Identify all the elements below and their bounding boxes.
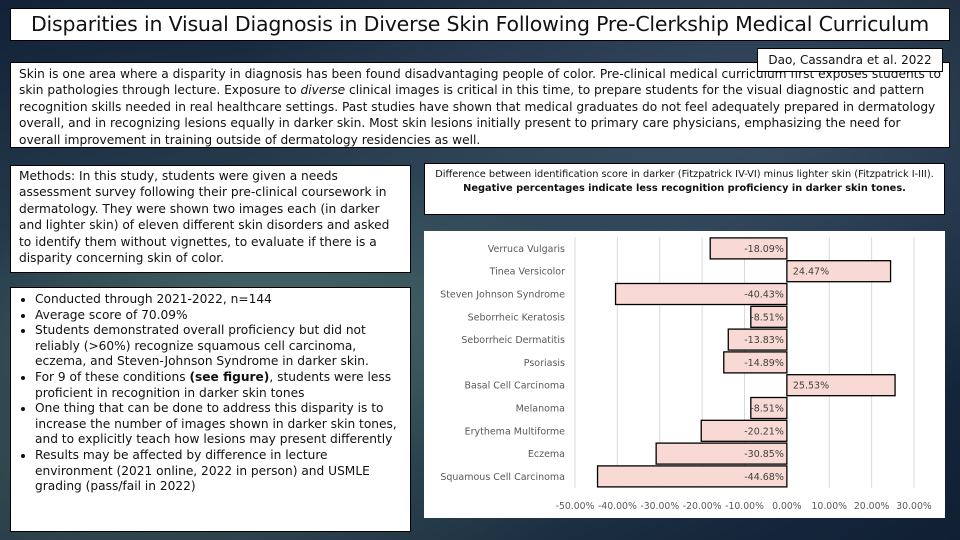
x-tick-label: 30.00% — [896, 501, 932, 512]
data-label: -8.51% — [750, 312, 784, 323]
category-label: Erythema Multiforme — [465, 426, 566, 437]
chart-svg: -50.00% -40.00% -30.00% -20.00% -10.00% 0.00%… — [440, 237, 932, 512]
bar — [786, 374, 896, 397]
data-label: -30.85% — [744, 449, 784, 460]
bar-chart: -50.00% -40.00% -30.00% -20.00% -10.00% 0.00%… — [424, 231, 945, 518]
x-tick-label: 10.00% — [812, 501, 848, 512]
methods-text: Methods: In this study, students were gi… — [10, 165, 411, 273]
data-label: -14.89% — [744, 358, 784, 369]
bar — [727, 328, 788, 351]
data-label: -44.68% — [744, 472, 784, 483]
data-label: 25.53% — [793, 381, 829, 392]
data-label: -40.43% — [744, 290, 784, 301]
category-label: Melanoma — [516, 404, 565, 415]
x-tick-label: -20.00% — [683, 501, 722, 512]
data-label: -13.83% — [744, 335, 784, 346]
data-label: -18.09% — [744, 244, 784, 255]
category-label: Squamous Cell Carcinoma — [440, 472, 565, 483]
bar — [596, 465, 788, 488]
bar — [750, 396, 788, 420]
category-label: Psoriasis — [524, 358, 565, 369]
bullet-part: , students were less proficient in recog… — [35, 369, 392, 400]
data-label: -20.21% — [744, 426, 784, 437]
bar — [655, 442, 788, 465]
bar — [786, 260, 892, 283]
bar — [709, 237, 788, 260]
category-label: Basal Cell Carcinoma — [465, 381, 565, 392]
x-tick-label: 0.00% — [772, 501, 802, 512]
bullet: One thing that can be done to address th… — [35, 401, 402, 448]
x-tick-label: -40.00% — [598, 501, 637, 512]
bullet: For 9 of these conditions (see figure), … — [35, 370, 402, 401]
caption-normal: Difference between identification score … — [435, 169, 934, 180]
bar — [750, 305, 788, 328]
bullet: Results may be affected by difference in… — [35, 448, 402, 495]
category-label: Tinea Versicolor — [489, 267, 565, 278]
bullet-bold: (see figure) — [189, 369, 270, 384]
caption-bold: Negative percentages indicate less recog… — [463, 182, 906, 194]
intro-part1: Skin is one area where a disparity in di… — [19, 67, 941, 98]
x-tick-label: -10.00% — [725, 501, 764, 512]
category-label: Steven Johnson Syndrome — [440, 290, 565, 301]
data-label: 24.47% — [793, 267, 829, 278]
bullet: Average score of 70.09% — [35, 308, 402, 324]
intro-emphasis: diverse — [300, 83, 346, 98]
results-list: Conducted through 2021-2022, n=144 Avera… — [10, 287, 411, 532]
category-label: Seborrheic Keratosis — [468, 312, 565, 323]
x-tick-label: 20.00% — [854, 501, 890, 512]
category-label: Verruca Vulgaris — [488, 244, 565, 255]
category-label: Seborrheic Dermatitis — [461, 335, 565, 346]
citation: Dao, Cassandra et al. 2022 — [757, 48, 943, 72]
x-tick-label: -30.00% — [640, 501, 679, 512]
bullet-part: For 9 of these conditions — [35, 369, 190, 384]
x-tick-label: -50.00% — [556, 501, 595, 512]
data-label: -8.51% — [750, 404, 784, 415]
page-title: Disparities in Visual Diagnosis in Diver… — [10, 8, 950, 41]
bar — [614, 282, 788, 306]
intro-text: Skin is one area where a disparity in di… — [10, 62, 950, 148]
category-label: Eczema — [528, 449, 565, 460]
intro-part2: clinical images is critical in this time… — [19, 83, 936, 147]
chart-caption: Difference between identification score … — [424, 163, 945, 215]
bar — [723, 351, 788, 374]
bullet: Conducted through 2021-2022, n=144 — [35, 292, 402, 308]
bullet: Students demonstrated overall proficienc… — [35, 323, 402, 370]
bar — [700, 419, 788, 442]
